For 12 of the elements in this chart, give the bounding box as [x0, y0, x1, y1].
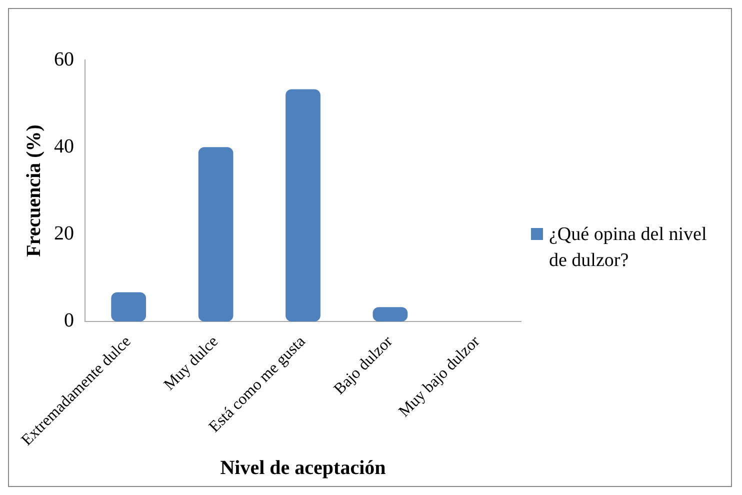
y-tick-label: 60 — [54, 48, 74, 70]
y-tick-label: 20 — [54, 222, 74, 245]
bar — [111, 292, 146, 322]
bar — [198, 147, 234, 322]
x-tick-label: Muy dulce — [160, 333, 222, 394]
y-axis-title: Frecuencia (%) — [23, 124, 46, 257]
x-axis-title: Nivel de aceptación — [220, 457, 386, 480]
bar — [372, 307, 408, 322]
legend-label: ¿Qué opina del nivel de dulzor? — [549, 222, 708, 272]
bar — [286, 89, 320, 322]
y-tick-label: 40 — [54, 135, 74, 158]
y-tick-label: 0 — [64, 310, 74, 332]
